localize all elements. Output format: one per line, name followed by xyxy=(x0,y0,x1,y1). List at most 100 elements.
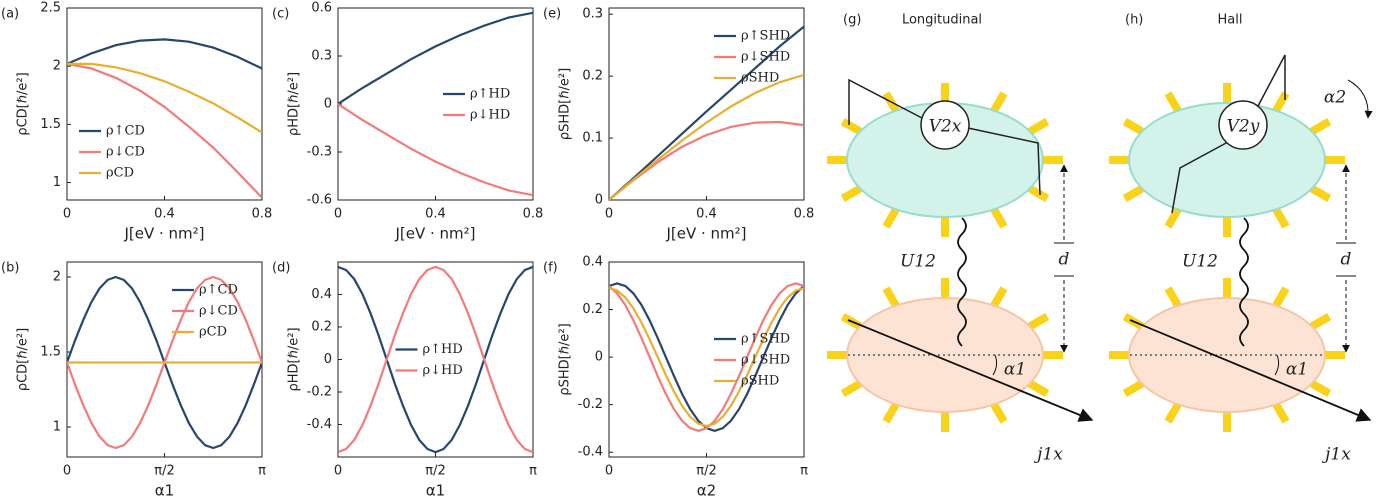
contact-pad xyxy=(1027,185,1050,202)
series-line xyxy=(338,265,533,454)
contact-pad xyxy=(1122,185,1145,202)
contact-pad xyxy=(941,217,949,237)
panel-label: (d) xyxy=(272,261,290,276)
x-tick-label: π xyxy=(529,464,537,479)
x-tick-label: π/2 xyxy=(425,464,445,479)
series-line xyxy=(338,103,533,197)
angle2-label: α2 xyxy=(1324,88,1346,108)
y-tick-label: 0 xyxy=(324,352,332,367)
legend-label: ρ↓SHD xyxy=(741,50,790,65)
legend-label: ρ↑HD xyxy=(470,87,510,102)
y-tick-label: 2 xyxy=(53,59,61,74)
wire xyxy=(1256,54,1286,109)
contact-pad xyxy=(1272,286,1290,308)
contact-pad xyxy=(990,91,1008,113)
contact-pad xyxy=(1027,118,1050,135)
wire xyxy=(1171,141,1229,214)
series-line xyxy=(609,25,804,200)
chart: 0 π/2 π -0.4 -0.2 0 0.2 0.4 α1 ρHD[ℏ/e²] (d) ρ↑HD ρ↓… xyxy=(272,261,537,500)
contact-pad xyxy=(1027,313,1050,330)
legend-label: ρ↓HD xyxy=(423,363,463,378)
contact-pad xyxy=(1223,278,1231,298)
chart: 0 0.4 0.8 0 0.1 0.2 0.3 J[eV · nm²] ρSHD[ℏ/e²] (e… xyxy=(543,7,814,243)
contact-pad xyxy=(882,286,900,308)
y-tick-label: 1 xyxy=(53,175,61,190)
plot-area xyxy=(337,7,534,201)
x-tick-label: 0 xyxy=(605,207,613,222)
contact-pad xyxy=(990,286,1008,308)
series-line xyxy=(338,265,533,454)
legend-label: ρ↓SHD xyxy=(741,353,790,368)
legend-label: ρ↑SHD xyxy=(741,29,790,44)
y-tick-label: 2 xyxy=(53,270,61,285)
y-axis-label: ρSHD[ℏ/e²] xyxy=(558,323,573,395)
y-axis-label: ρHD[ℏ/e²] xyxy=(287,327,302,391)
y-axis-label: ρHD[ℏ/e²] xyxy=(287,72,302,136)
current-label: j1x xyxy=(1321,445,1351,465)
current-arrow xyxy=(847,319,1094,422)
panel-label: (a) xyxy=(1,7,19,22)
voltmeter xyxy=(920,100,970,150)
coupling-wave xyxy=(957,217,967,347)
plot-area xyxy=(66,7,263,201)
contact-pad xyxy=(941,83,949,103)
y-tick-label: 0 xyxy=(324,97,332,112)
x-axis-label: J[eV · nm²] xyxy=(123,225,204,243)
x-tick-label: 0 xyxy=(63,207,71,222)
y-tick-label: 0.3 xyxy=(582,7,603,22)
contact-pad xyxy=(1122,118,1145,135)
angle-arc xyxy=(1274,354,1280,376)
panel-label: (e) xyxy=(543,7,561,22)
x-tick-label: π/2 xyxy=(696,464,716,479)
y-tick-label: 0.4 xyxy=(582,255,603,270)
voltmeter xyxy=(1218,100,1268,150)
x-tick-label: 0.4 xyxy=(696,207,717,222)
x-axis-label: J[eV · nm²] xyxy=(394,225,475,243)
x-tick-label: π xyxy=(258,464,266,479)
y-tick-label: 1.5 xyxy=(40,345,61,360)
contact-pad xyxy=(1309,118,1332,135)
panel-label: (g) xyxy=(843,13,861,28)
plot-area xyxy=(337,261,534,458)
y-tick-label: 0.2 xyxy=(311,320,332,335)
y-tick-label: 0 xyxy=(595,193,603,208)
chart: 0 0.4 0.8 1 1.5 2 2.5 J[eV · nm²] ρCD[ℏ/e²] (a) ρ↑… xyxy=(1,1,272,243)
contact-pad xyxy=(941,412,949,432)
x-tick-label: 0.8 xyxy=(523,207,544,222)
chart: 0 0.4 0.8 -0.6 -0.3 0 0.3 0.6 J[eV · nm²] ρHD[ℏ/e… xyxy=(272,1,543,243)
contact-pad xyxy=(1223,83,1231,103)
x-tick-label: 0.4 xyxy=(425,207,446,222)
x-tick-label: 0 xyxy=(334,464,342,479)
angle-arc xyxy=(992,354,998,376)
series-line xyxy=(338,11,533,105)
contact-pad xyxy=(840,380,863,397)
legend-label: ρCD xyxy=(106,166,134,181)
y-tick-label: 0.6 xyxy=(311,1,332,16)
contact-pad xyxy=(1223,217,1231,237)
coupling-label: U12 xyxy=(1182,252,1218,272)
plot-area xyxy=(608,7,805,201)
contact-pad xyxy=(1325,156,1345,164)
y-tick-label: -0.4 xyxy=(307,417,332,432)
contact-pad xyxy=(882,402,900,424)
contact-pad xyxy=(1027,380,1050,397)
x-axis-label: α1 xyxy=(426,482,445,500)
y-axis-label: ρSHD[ℏ/e²] xyxy=(558,68,573,140)
contact-pad xyxy=(1309,185,1332,202)
contact-pad xyxy=(840,118,863,135)
contact-pad xyxy=(1164,207,1182,229)
diagram-longitudinal: V2x U12 d α1 j1x (g) Longitudinal xyxy=(827,13,1094,465)
contact-pad xyxy=(827,351,847,359)
panel-label: (b) xyxy=(1,261,19,276)
y-axis-label: ρCD[ℏ/e²] xyxy=(16,328,31,391)
legend-label: ρ↑CD xyxy=(199,283,238,298)
x-tick-label: 0 xyxy=(605,464,613,479)
series-line xyxy=(609,282,804,432)
contact-pad xyxy=(840,185,863,202)
y-axis-label: ρCD[ℏ/e²] xyxy=(16,72,31,135)
y-tick-label: -0.3 xyxy=(307,145,332,160)
chart: 0 π/2 π -0.4 -0.2 0 0.2 0.4 α2 ρSHD[ℏ/e²] (f) ρ↑SHD… xyxy=(543,255,808,500)
y-tick-label: 1.5 xyxy=(40,117,61,132)
contact-pad xyxy=(1164,286,1182,308)
